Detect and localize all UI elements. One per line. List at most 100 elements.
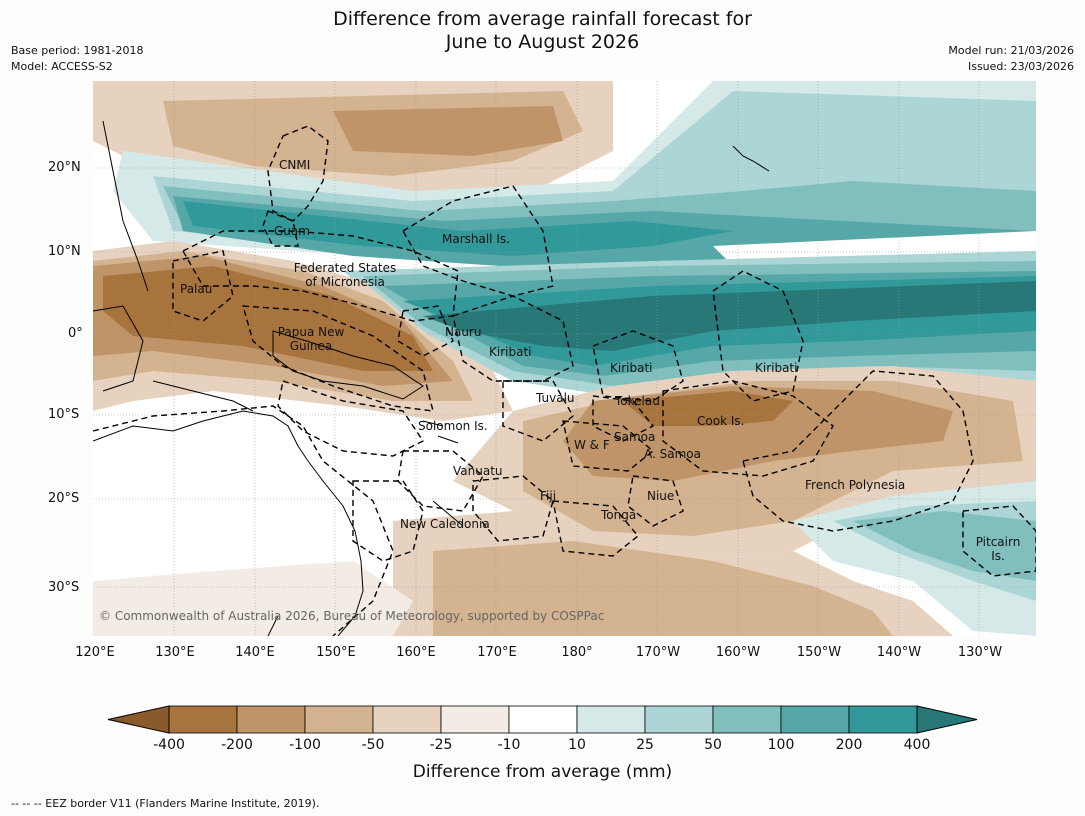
issued-date: Issued: 23/03/2026 [967, 60, 1074, 73]
eez-marshall [402, 185, 554, 297]
label-solomon: Solomon Is. [418, 419, 488, 433]
lon-tick-150e: 150°E [316, 645, 356, 660]
colorbar-bin [372, 705, 442, 734]
label-tuvalu: Tuvalu [536, 391, 575, 405]
label-fsm-line1: Federated States [293, 261, 397, 275]
lon-tick-170e: 170°E [477, 645, 517, 660]
lon-tick-130w: 130°W [957, 645, 1003, 660]
new-caledonia-island [432, 500, 464, 527]
lat-tick-10n: 10°N [48, 244, 81, 259]
anomaly-dry-far-south-core [433, 541, 893, 636]
colorbar-tick: 100 [767, 737, 795, 753]
label-asamoa: A. Samoa [644, 447, 701, 461]
rainfall-map: CNMI Guam Marshall Is. Federated States … [93, 81, 1036, 636]
borneo-coast [93, 305, 144, 392]
colorbar-tick: -50 [361, 737, 385, 753]
lat-tick-20s: 20°S [48, 491, 80, 506]
colorbar-bin [508, 705, 578, 734]
label-tokelau: Tokelau [615, 394, 660, 408]
meta-right: Model run: 21/03/2026 Issued: 23/03/2026 [948, 43, 1074, 75]
lon-tick-170w: 170°W [635, 645, 681, 660]
eez-tokelau [592, 395, 655, 442]
philippines-coast [102, 120, 149, 292]
new-zealand-coast [267, 615, 279, 636]
label-nauru: Nauru [445, 325, 482, 339]
colorbar-bin [644, 705, 714, 734]
label-pitcairn-line2: Is. [991, 549, 1005, 563]
lat-tick-20n: 20°N [48, 160, 81, 175]
label-fiji: Fiji [540, 489, 557, 503]
colorbar-bin [712, 705, 782, 734]
coastlines [93, 120, 770, 636]
lon-tick-140w: 140°W [876, 645, 922, 660]
label-kiribati-central: Kiribati [610, 361, 653, 375]
eez-new-caledonia [352, 480, 424, 562]
lon-tick-160w: 160°W [715, 645, 761, 660]
colorbar-bin [236, 705, 306, 734]
label-new-caledonia: New Caledonia [400, 517, 490, 531]
label-png-line2: Guinea [289, 339, 333, 353]
eez-french-polynesia [742, 370, 974, 532]
solomon-islands [422, 420, 459, 444]
colorbar-bins [168, 705, 918, 734]
label-wf: W & F [574, 438, 610, 452]
eez-palau [172, 250, 234, 322]
lat-tick-30s: 30°S [48, 580, 80, 595]
model-name: Model: ACCESS-S2 [11, 60, 113, 73]
anomaly-neutral-south [93, 561, 413, 636]
lon-tick-160e: 160°E [396, 645, 436, 660]
colorbar-bin [576, 705, 646, 734]
label-palau: Palau [180, 282, 213, 296]
anomaly-dry-west-core [103, 266, 433, 371]
colorbar-tick: 400 [903, 737, 931, 753]
colorbar-extend-low [107, 705, 170, 734]
eez-png [242, 305, 434, 412]
eez-samoa [562, 420, 655, 472]
label-fsm-line2: of Micronesia [305, 275, 385, 289]
lat-tick-10s: 10°S [48, 407, 80, 422]
indonesia-coast [152, 380, 254, 412]
colorbar-tick: -200 [221, 737, 253, 753]
graticule [93, 81, 1036, 636]
colorbar-tick: 10 [568, 737, 586, 753]
meta-left: Base period: 1981-2018 Model: ACCESS-S2 [11, 43, 143, 75]
eez-solomon [277, 380, 425, 457]
map-canvas [93, 81, 1036, 636]
label-samoa: Samoa [614, 430, 656, 444]
hawaii-islands [732, 145, 770, 172]
eez-borders [93, 125, 1036, 636]
colorbar-tick: -400 [153, 737, 185, 753]
label-kiribati-west: Kiribati [489, 345, 532, 359]
label-pitcairn: Pitcairn Is. [973, 535, 1023, 563]
base-period: Base period: 1981-2018 [11, 44, 144, 57]
colorbar-extend-high [916, 705, 978, 734]
colorbar-tick: 200 [835, 737, 863, 753]
anomaly-wet-north-peak [183, 201, 733, 256]
label-fsm: Federated States of Micronesia [285, 261, 405, 289]
anomaly-dry-south-core [623, 391, 793, 426]
label-guam: Guam [274, 224, 310, 238]
eez-australia [93, 405, 394, 636]
lat-tick-0: 0° [68, 326, 83, 341]
label-cook: Cook Is. [697, 414, 745, 428]
eez-cnmi [267, 125, 329, 222]
label-pitcairn-line1: Pitcairn [975, 535, 1021, 549]
label-niue: Niue [647, 489, 675, 503]
colorbar-tick: 25 [636, 737, 654, 753]
eez-kiribati-line [712, 270, 804, 402]
lon-tick-140e: 140°E [235, 645, 275, 660]
lon-tick-180: 180° [561, 645, 593, 660]
colorbar-bin [304, 705, 374, 734]
label-tonga: Tonga [601, 508, 637, 522]
eez-guam [262, 210, 299, 247]
colorbar-bin [848, 705, 918, 734]
eez-cook [662, 380, 834, 477]
colorbar-label: Difference from average (mm) [412, 762, 673, 782]
label-vanuatu: Vanuatu [453, 464, 503, 478]
lon-tick-120e: 120°E [75, 645, 115, 660]
lon-tick-130e: 130°E [155, 645, 195, 660]
colorbar-tick: -100 [289, 737, 321, 753]
colorbar-bin [440, 705, 510, 734]
colorbar-tick: -10 [497, 737, 521, 753]
eez-kiribati-phoenix [592, 330, 684, 402]
